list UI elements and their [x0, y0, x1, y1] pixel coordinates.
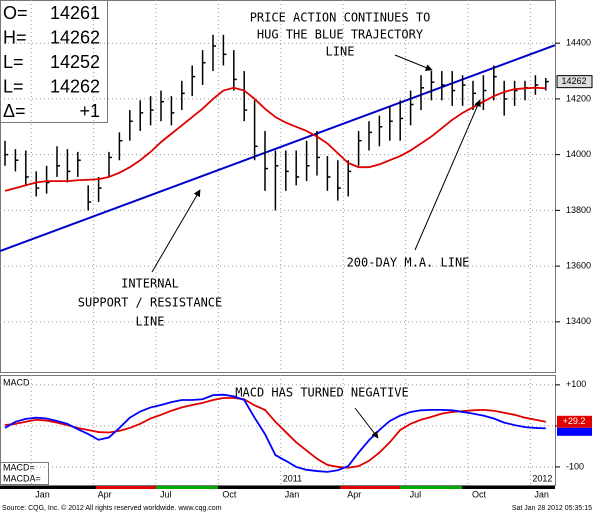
last-price-tag [556, 75, 593, 89]
y-tick-label: 13400 [566, 316, 591, 326]
annotation: MACD HAS TURNED NEGATIVE [235, 386, 408, 400]
annotation-arrow [354, 407, 379, 439]
macd-tag [557, 415, 592, 428]
quote-label: Δ= [3, 101, 26, 121]
x-tick-label: Jul [410, 489, 422, 499]
x-tick-label: Oct [222, 489, 237, 499]
quote-label: H= [3, 27, 27, 47]
quote-label: O= [3, 3, 28, 23]
macd-line [4, 393, 546, 473]
macd-tag-label: +29.2 [563, 416, 586, 426]
year-label: 2012 [532, 473, 552, 483]
y-tick-label: 13600 [566, 260, 591, 270]
macd-tag [557, 427, 592, 436]
year-label: 2011 [283, 473, 302, 483]
annotation-arrow [394, 54, 433, 71]
y-tick-label: -100 [566, 461, 584, 471]
quote-value: 14262 [50, 27, 100, 47]
annotation: PRICE ACTION CONTINUES TO [250, 11, 431, 25]
quote-value: 14261 [50, 3, 100, 23]
x-tick-label: Apr [347, 489, 361, 499]
annotation-arrow [151, 189, 201, 273]
quote-label: L= [3, 76, 24, 96]
annotation: LINE [136, 315, 165, 329]
quote-label: L= [3, 52, 24, 72]
y-tick-label: 14000 [566, 149, 591, 159]
y-tick-label: 14200 [566, 93, 591, 103]
footer-timestamp: Sat Jan 28 2012 05:35:15 [512, 505, 592, 512]
x-tick-label: Jul [160, 489, 172, 499]
quote-value: +1 [79, 101, 100, 121]
x-tick-label: Apr [98, 489, 112, 499]
price-panel [0, 0, 556, 373]
quote-value: 14262 [50, 76, 100, 96]
legend-entry: MACD= [3, 462, 35, 472]
y-tick-label: +100 [566, 379, 586, 389]
annotation-arrow [414, 99, 481, 251]
period-strip [0, 486, 555, 489]
legend-entry: MACDA= [3, 473, 41, 483]
macd-panel [0, 375, 556, 486]
macd-legend-box [0, 462, 49, 485]
x-tick-label: Oct [472, 489, 487, 499]
x-tick-label: Jan [285, 489, 300, 499]
last-price-label: 14262 [561, 76, 586, 86]
footer-source: Source: CQG, Inc. © 2012 All rights rese… [2, 504, 222, 512]
annotation: INTERNAL [121, 277, 179, 291]
annotation: LINE [326, 45, 355, 59]
macd-title: MACD [3, 377, 30, 387]
x-tick-label: Jan [35, 489, 50, 499]
moving-average [4, 86, 546, 192]
y-tick-label: 14400 [566, 38, 591, 48]
x-tick-label: Jan [534, 489, 549, 499]
annotation: SUPPORT / RESISTANCE [78, 296, 223, 310]
quote-value: 14252 [50, 52, 100, 72]
quote-box [0, 0, 108, 123]
annotation: HUG THE BLUE TRAJECTORY [257, 28, 424, 42]
annotation: 200-DAY M.A. LINE [347, 256, 470, 270]
y-tick-label: 13800 [566, 205, 591, 215]
